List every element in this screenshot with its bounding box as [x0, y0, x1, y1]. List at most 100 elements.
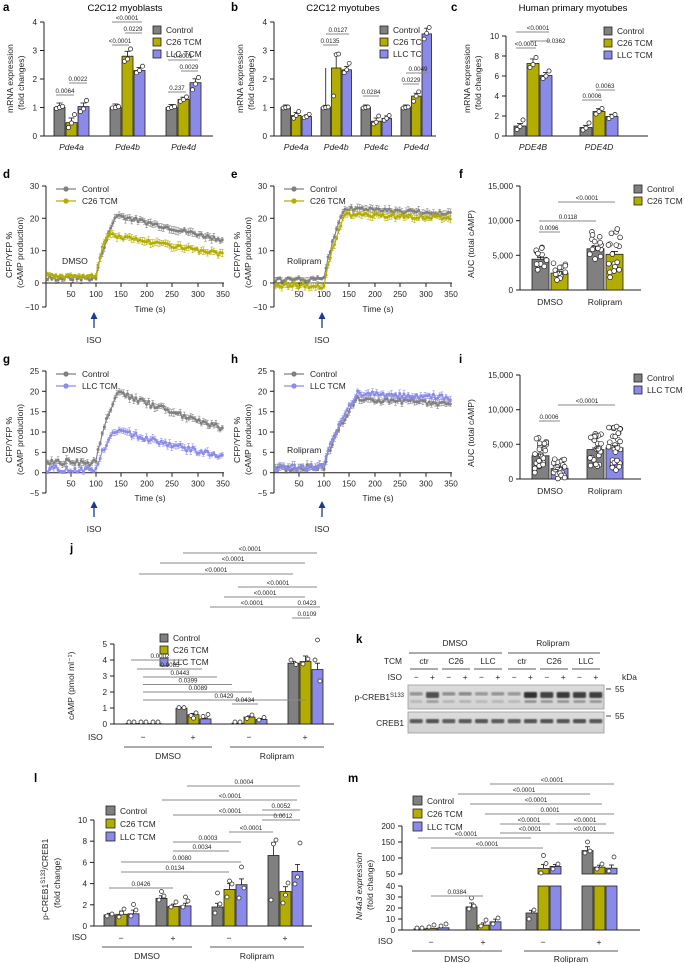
svg-text:0: 0 — [494, 132, 499, 141]
svg-text:150: 150 — [114, 480, 128, 489]
svg-text:50: 50 — [294, 480, 304, 489]
svg-text:0.0135: 0.0135 — [321, 38, 340, 45]
svg-text:<0.0001: <0.0001 — [476, 841, 499, 848]
panel-g-condition: DMSO — [62, 445, 88, 455]
svg-text:LLC TCM: LLC TCM — [173, 657, 209, 667]
panel-g-xlabel: Time (s) — [134, 493, 165, 503]
svg-text:0: 0 — [102, 720, 107, 729]
panel-m: m 200 150 100 50 40 30 20 10 0 Nr4a3 exp… — [340, 770, 685, 963]
panel-f: f 0 5,000 10,000 15,000 AUC (total cAMP)… — [456, 168, 685, 353]
panel-l-group-rolipram: Rolipram — [240, 951, 274, 961]
svg-text:250: 250 — [165, 290, 179, 299]
svg-text:1: 1 — [32, 104, 37, 113]
svg-text:C26 TCM: C26 TCM — [647, 196, 683, 206]
svg-text:150: 150 — [381, 838, 395, 847]
panel-h: h −5 0 5 10 15 20 25 50 100 150 200 250 … — [228, 353, 460, 538]
svg-text:5,000: 5,000 — [493, 440, 514, 449]
svg-text:30: 30 — [258, 182, 268, 191]
svg-text:0: 0 — [262, 469, 267, 478]
panel-f-chart: 0 5,000 10,000 15,000 AUC (total cAMP) C… — [466, 182, 683, 307]
svg-text:<0.0001: <0.0001 — [455, 831, 478, 838]
svg-text:Control: Control — [166, 25, 193, 35]
group-pde4c: Pde4c — [360, 104, 392, 152]
iso-arrow: ISO — [87, 312, 102, 345]
panel-l: l 0 2 4 6 8 10 p-CREB1S133/CREB1 (fold c… — [22, 770, 342, 963]
iso-plus-1: + — [190, 732, 195, 742]
panel-i-group-rolipram: Rolipram — [588, 486, 622, 496]
svg-text:0.0423: 0.0423 — [298, 600, 317, 607]
panel-m-iso-label: ISO — [378, 936, 393, 946]
blot-iso-2: − — [446, 672, 451, 682]
blot-row-pcreb1 — [407, 684, 605, 710]
svg-text:LLC TCM: LLC TCM — [647, 385, 683, 395]
iso-minus-2: − — [226, 933, 231, 943]
svg-text:0.0001: 0.0001 — [174, 53, 193, 60]
svg-text:0.0443: 0.0443 — [171, 670, 190, 677]
blot-kda-label: kDa — [622, 672, 637, 682]
svg-text:0.0002: 0.0002 — [151, 653, 170, 660]
svg-text:3: 3 — [262, 47, 267, 56]
svg-text:C26 TCM: C26 TCM — [310, 196, 346, 206]
svg-text:30: 30 — [386, 893, 396, 902]
svg-text:150: 150 — [342, 290, 356, 299]
group-pde4b: PDE4B — [513, 55, 553, 152]
svg-text:0.0134: 0.0134 — [166, 865, 185, 872]
iso-plus-2: + — [302, 732, 307, 742]
panel-d-xlabel: Time (s) — [134, 304, 165, 314]
svg-text:C26 TCM: C26 TCM — [393, 37, 429, 47]
svg-text:Pde4c: Pde4c — [364, 142, 389, 152]
panel-e: e −10 0 10 20 30 50 100 150 200 250 300 … — [228, 168, 460, 353]
panel-e-ylabel-2: (cAMP production) — [243, 217, 253, 288]
panel-h-legend: Control LLC TCM — [284, 369, 346, 391]
panel-l-iso-label: ISO — [72, 932, 87, 942]
svg-text:100: 100 — [317, 480, 331, 489]
panel-g-ylabel-1: CFP/YFP % — [4, 416, 14, 463]
blot-treatment-dmso: DMSO — [442, 638, 468, 648]
tcm-c26-2: C26 — [546, 656, 562, 666]
svg-text:5: 5 — [262, 448, 267, 457]
panel-d-ylabel-1: CFP/YFP % — [4, 231, 14, 278]
panel-h-ylabel-1: CFP/YFP % — [232, 416, 242, 463]
svg-text:1: 1 — [262, 104, 267, 113]
svg-text:200: 200 — [140, 290, 154, 299]
svg-text:−5: −5 — [30, 489, 40, 498]
panel-i-ylabel: AUC (total cAMP) — [466, 399, 476, 467]
svg-text:350: 350 — [216, 480, 230, 489]
panel-f-group-rolipram: Rolipram — [588, 297, 622, 307]
svg-text:0.0006: 0.0006 — [583, 93, 602, 100]
svg-text:20: 20 — [258, 387, 268, 396]
svg-text:0.0012: 0.0012 — [274, 813, 293, 820]
svg-text:Control: Control — [393, 25, 420, 35]
svg-text:Control: Control — [647, 373, 674, 383]
group-pde4a: Pde4a — [280, 104, 312, 152]
panel-c-ylabel-1: mRNA expression — [462, 44, 472, 113]
svg-text:300: 300 — [191, 290, 205, 299]
svg-text:0.0229: 0.0229 — [124, 26, 143, 33]
panel-a: a C2C12 myoblasts 0 1 2 3 4 mRNA express… — [0, 0, 230, 172]
blot-iso-0: − — [414, 672, 419, 682]
svg-text:10: 10 — [30, 247, 40, 256]
svg-text:40: 40 — [386, 882, 396, 891]
svg-text:Pde4d: Pde4d — [404, 142, 429, 152]
svg-text:8: 8 — [82, 837, 87, 846]
svg-text:0.0029: 0.0029 — [180, 64, 199, 71]
svg-text:Control: Control — [427, 796, 454, 806]
panel-g-chart: −5 0 5 10 15 20 25 50 100 150 200 250 30… — [4, 367, 230, 534]
trace-c26 — [274, 209, 452, 292]
group-pde4d: PDE4D — [579, 106, 619, 152]
svg-text:0: 0 — [508, 475, 513, 484]
svg-text:250: 250 — [165, 480, 179, 489]
panel-g-legend: Control LLC TCM — [56, 369, 118, 391]
svg-text:−5: −5 — [258, 489, 268, 498]
svg-text:0.0064: 0.0064 — [56, 88, 75, 95]
svg-text:10: 10 — [258, 247, 268, 256]
svg-text:250: 250 — [393, 480, 407, 489]
iso-plus-2: + — [596, 937, 601, 947]
svg-text:<0.0001: <0.0001 — [576, 195, 599, 202]
svg-text:Control: Control — [82, 184, 109, 194]
panel-i: i 0 5,000 10,000 15,000 AUC (total cAMP)… — [456, 353, 685, 538]
svg-text:−10: −10 — [253, 303, 267, 312]
svg-text:300: 300 — [191, 480, 205, 489]
svg-text:0.0284: 0.0284 — [362, 89, 381, 96]
svg-text:<0.0001: <0.0001 — [519, 826, 542, 833]
